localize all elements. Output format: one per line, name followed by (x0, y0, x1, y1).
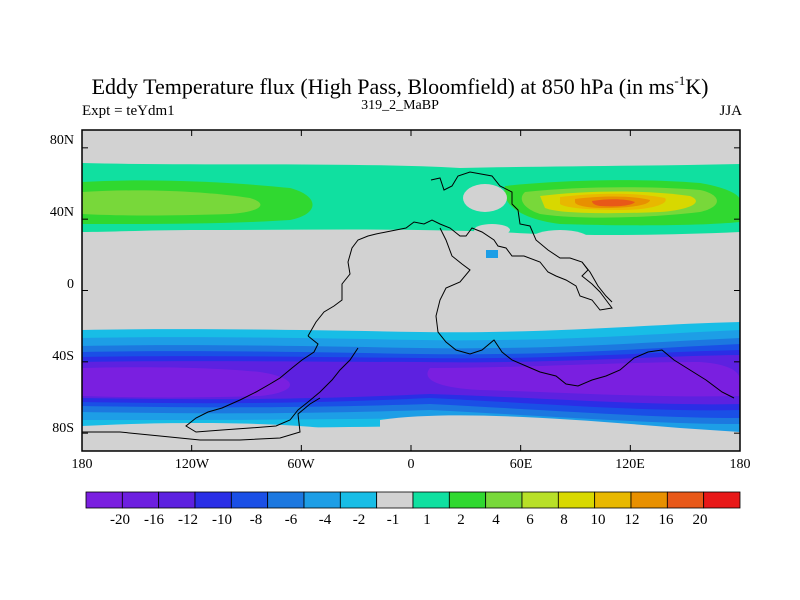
coastline-antarctica (82, 397, 321, 441)
lon-tick-label: 60W (287, 457, 315, 472)
sh-gray-south-1 (82, 423, 340, 451)
map-coastlines (82, 171, 735, 441)
colorbar-label: 6 (526, 512, 534, 528)
colorbar-box (194, 491, 232, 509)
colorbar-label: -2 (352, 512, 366, 528)
lon-tick-label: 180 (729, 457, 751, 472)
coastline-asia-east (581, 261, 613, 303)
colorbar-box (703, 491, 741, 509)
colorbar-label: 16 (658, 512, 674, 528)
colorbar-label: -4 (318, 512, 332, 528)
experiment-label: Expt = teYdm1 (82, 103, 175, 119)
colorbar-label: -10 (212, 512, 232, 528)
lat-tick-label: 0 (67, 277, 74, 292)
lon-tick-label: 0 (407, 457, 415, 472)
colorbar-label: -1 (386, 512, 400, 528)
map-field (82, 130, 740, 451)
colorbar-box (121, 491, 160, 509)
colorbar-label: 1 (423, 512, 431, 528)
colorbar-box (630, 491, 668, 509)
nh-band-lightgreen (82, 190, 261, 216)
colorbar-label: 20 (692, 512, 708, 528)
colorbar-label: -20 (110, 512, 130, 528)
nh-blue-spot (486, 250, 498, 258)
colorbar-label: 12 (624, 512, 640, 528)
colorbar-label: -16 (144, 512, 164, 528)
sh-band-purple-east (427, 362, 740, 397)
asia-gray-hole (530, 230, 590, 250)
sh-band-purple (82, 367, 290, 398)
colorbar-box (158, 491, 196, 509)
asia-band-red (592, 199, 635, 207)
colorbar-label: -12 (178, 512, 198, 528)
season-label: JJA (719, 103, 742, 119)
colorbar-box (267, 491, 305, 509)
colorbar-label: -8 (249, 512, 263, 528)
colorbar-box (594, 491, 632, 509)
sh-gray-south-2 (380, 415, 740, 451)
colorbar-box (448, 491, 487, 509)
lat-tick-label: 40N (49, 205, 74, 220)
colorbar-box (303, 491, 341, 509)
lon-tick-label: 120W (174, 457, 210, 472)
coastline-americas (185, 335, 359, 433)
lon-tick-label: 60E (509, 457, 533, 472)
coastline-africa (435, 227, 735, 399)
map-ticks (81, 130, 741, 451)
colorbar-box (557, 491, 596, 509)
lon-tick-label: 180 (71, 457, 93, 472)
nh-gray-hole-1 (463, 184, 507, 212)
colorbar-box (485, 491, 523, 509)
colorbar-box (339, 491, 378, 509)
colorbar-box (666, 491, 705, 509)
plot-subtitle: 319_2_MaBP (361, 98, 439, 113)
plot-title: Eddy Temperature flux (High Pass, Bloomf… (91, 73, 709, 99)
colorbar-label: 2 (457, 512, 465, 528)
lat-tick-label: 80N (49, 133, 74, 148)
nh-gray-hole-2 (474, 224, 510, 236)
colorbar-label: 8 (560, 512, 568, 528)
colorbar-box (412, 491, 450, 509)
colorbar-box (85, 491, 123, 509)
lat-tick-label: 40S (52, 349, 74, 364)
lon-tick-label: 120E (615, 457, 645, 472)
colorbar-box (521, 491, 559, 509)
lat-tick-label: 80S (52, 421, 74, 436)
coastline-eurasia (307, 171, 613, 337)
colorbar-label: -6 (284, 512, 298, 528)
colorbar-label: 10 (590, 512, 606, 528)
colorbar-box (376, 491, 414, 509)
colorbar-box (230, 491, 269, 509)
colorbar-label: 4 (492, 512, 500, 528)
colorbar (85, 491, 741, 509)
